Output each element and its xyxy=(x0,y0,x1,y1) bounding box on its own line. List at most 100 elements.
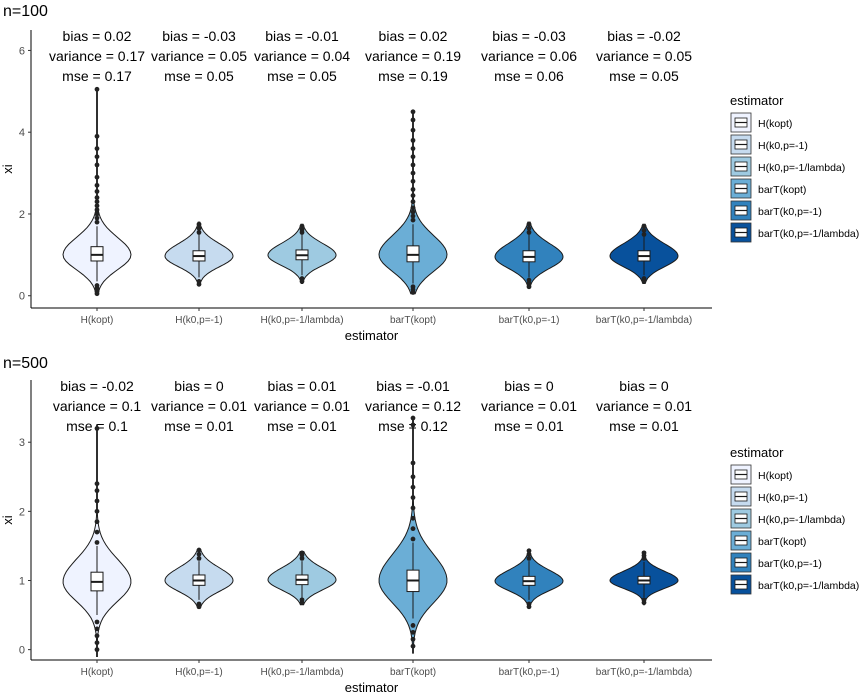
outlier-point xyxy=(299,276,305,281)
outlier-point xyxy=(94,199,100,205)
outlier-point xyxy=(526,221,532,227)
stats-annotation: bias = -0.02 xyxy=(607,28,681,44)
outlier-point xyxy=(410,146,416,151)
outlier-point xyxy=(196,601,202,607)
x-tick-label: barT(k0,p=-1) xyxy=(499,315,560,326)
y-tick-label: 2 xyxy=(19,209,25,221)
outlier-point xyxy=(410,213,416,219)
panel-title: n=100 xyxy=(3,3,48,20)
stats-annotation: mse = 0.01 xyxy=(609,418,679,434)
outlier-point xyxy=(410,137,416,143)
outlier-point xyxy=(641,276,647,281)
stats-annotation: variance = 0.01 xyxy=(481,398,577,414)
outlier-point xyxy=(94,619,100,625)
stats-annotation: variance = 0.06 xyxy=(481,48,577,64)
outlier-point xyxy=(196,555,202,561)
outlier-point xyxy=(196,279,202,284)
legend-title: estimator xyxy=(730,445,784,460)
outlier-point xyxy=(94,133,100,139)
legend-label: barT(k0,p=-1/lambda) xyxy=(758,228,859,240)
outlier-point xyxy=(410,484,416,490)
outlier-point xyxy=(410,643,416,649)
outlier-point xyxy=(196,225,202,231)
outlier-point xyxy=(94,211,100,217)
outlier-point xyxy=(410,474,416,480)
outlier-point xyxy=(410,460,416,466)
legend-label: H(kopt) xyxy=(758,470,792,482)
outlier-point xyxy=(410,209,416,215)
legend-label: H(k0,p=-1/lambda) xyxy=(758,162,845,174)
outlier-point xyxy=(641,232,647,237)
outlier-point xyxy=(410,526,416,532)
stats-annotation: mse = 0.06 xyxy=(494,68,564,84)
x-tick-label: barT(kopt) xyxy=(390,667,436,678)
x-tick-label: H(k0,p=-1) xyxy=(175,315,223,326)
outlier-point xyxy=(641,223,647,229)
box-4 xyxy=(406,245,420,263)
outlier-point xyxy=(94,195,100,201)
legend-label: barT(k0,p=-1) xyxy=(758,558,822,570)
y-axis-label: xi xyxy=(0,515,15,525)
outlier-point xyxy=(94,203,100,209)
x-tick-label: H(kopt) xyxy=(81,315,114,326)
stats-annotation: mse = 0.05 xyxy=(609,68,679,84)
stats-annotation: bias = 0.01 xyxy=(268,378,337,394)
outlier-point xyxy=(526,555,532,561)
x-tick-label: barT(k0,p=-1/lambda) xyxy=(596,667,692,678)
outlier-point xyxy=(410,162,416,168)
stats-annotation: variance = 0.01 xyxy=(596,398,692,414)
outlier-point xyxy=(410,205,416,211)
outlier-point xyxy=(94,481,100,487)
outlier-point xyxy=(410,217,416,223)
stats-annotation: mse = 0.01 xyxy=(267,418,337,434)
outlier-point xyxy=(526,551,532,557)
stats-annotation: bias = 0 xyxy=(504,378,554,394)
outlier-point xyxy=(410,636,416,642)
stats-annotation: bias = -0.01 xyxy=(376,378,450,394)
outlier-point xyxy=(94,86,100,92)
y-tick-label: 4 xyxy=(19,127,25,139)
legend-label: barT(k0,p=-1) xyxy=(758,206,822,218)
outlier-point xyxy=(641,597,647,603)
panel-2: n=500 0 1 2 3 xi estimator H(kopt) bias = -0.02 v… xyxy=(0,355,859,695)
outlier-point xyxy=(299,555,305,561)
outlier-point xyxy=(410,127,416,133)
outlier-point xyxy=(94,640,100,646)
legend-title: estimator xyxy=(730,93,784,108)
outlier-point xyxy=(94,174,100,180)
outlier-point xyxy=(526,229,532,235)
legend-label: barT(kopt) xyxy=(758,184,806,196)
outlier-point xyxy=(410,422,416,428)
legend-label: H(kopt) xyxy=(758,118,792,130)
stats-annotation: variance = 0.01 xyxy=(151,398,247,414)
x-tick-label: barT(k0,p=-1/lambda) xyxy=(596,315,692,326)
x-axis-label: estimator xyxy=(345,328,399,343)
outlier-point xyxy=(410,193,416,198)
outlier-point xyxy=(410,170,416,176)
legend-2: estimator H(kopt) H(k0,p=-1) H(k0,p=-1/lamb… xyxy=(730,445,859,595)
outlier-point xyxy=(410,536,416,542)
outlier-point xyxy=(196,551,202,557)
panel-title: n=500 xyxy=(3,355,48,372)
y-tick-label: 6 xyxy=(19,45,25,57)
stats-annotation: bias = -0.01 xyxy=(265,28,339,44)
y-tick-label: 3 xyxy=(19,437,25,449)
outlier-point xyxy=(410,629,416,635)
outlier-point xyxy=(196,221,202,227)
stats-annotation: bias = 0 xyxy=(619,378,669,394)
stats-annotation: mse = 0.19 xyxy=(378,68,448,84)
panel-1: n=100 0 2 4 6 xi estimator H(kopt) bias = 0.02 va… xyxy=(0,3,859,343)
outlier-point xyxy=(299,223,305,229)
outlier-point xyxy=(410,505,416,511)
outlier-point xyxy=(299,597,305,603)
outlier-point xyxy=(641,550,647,556)
outlier-point xyxy=(410,284,416,290)
outlier-point xyxy=(410,415,416,421)
stats-annotation: variance = 0.05 xyxy=(596,48,692,64)
outlier-point xyxy=(526,277,532,283)
legend-label: H(k0,p=-1) xyxy=(758,140,808,152)
stats-annotation: bias = 0.02 xyxy=(63,28,132,44)
outlier-point xyxy=(94,647,100,653)
outlier-point xyxy=(410,154,416,160)
